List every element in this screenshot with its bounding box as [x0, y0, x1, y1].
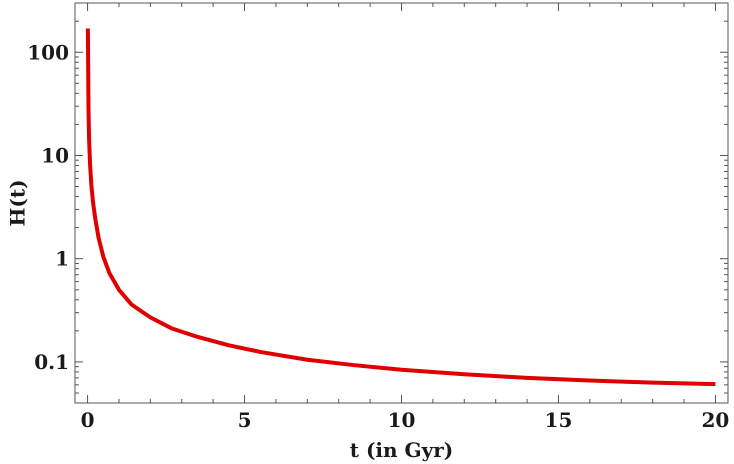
- x-tick-label: 0: [81, 408, 95, 432]
- y-tick-label: 10: [41, 143, 69, 167]
- x-tick-label: 10: [388, 408, 416, 432]
- y-tick-label: 100: [27, 40, 69, 64]
- x-tick-label: 20: [702, 408, 730, 432]
- y-tick-label: 0.1: [34, 350, 69, 374]
- y-axis-label: H(t): [6, 179, 30, 226]
- x-tick-label: 15: [545, 408, 573, 432]
- y-tick-label: 1: [55, 247, 69, 271]
- x-tick-label: 5: [238, 408, 252, 432]
- series-line: [85, 28, 716, 387]
- x-axis-label: t (in Gyr): [350, 438, 453, 462]
